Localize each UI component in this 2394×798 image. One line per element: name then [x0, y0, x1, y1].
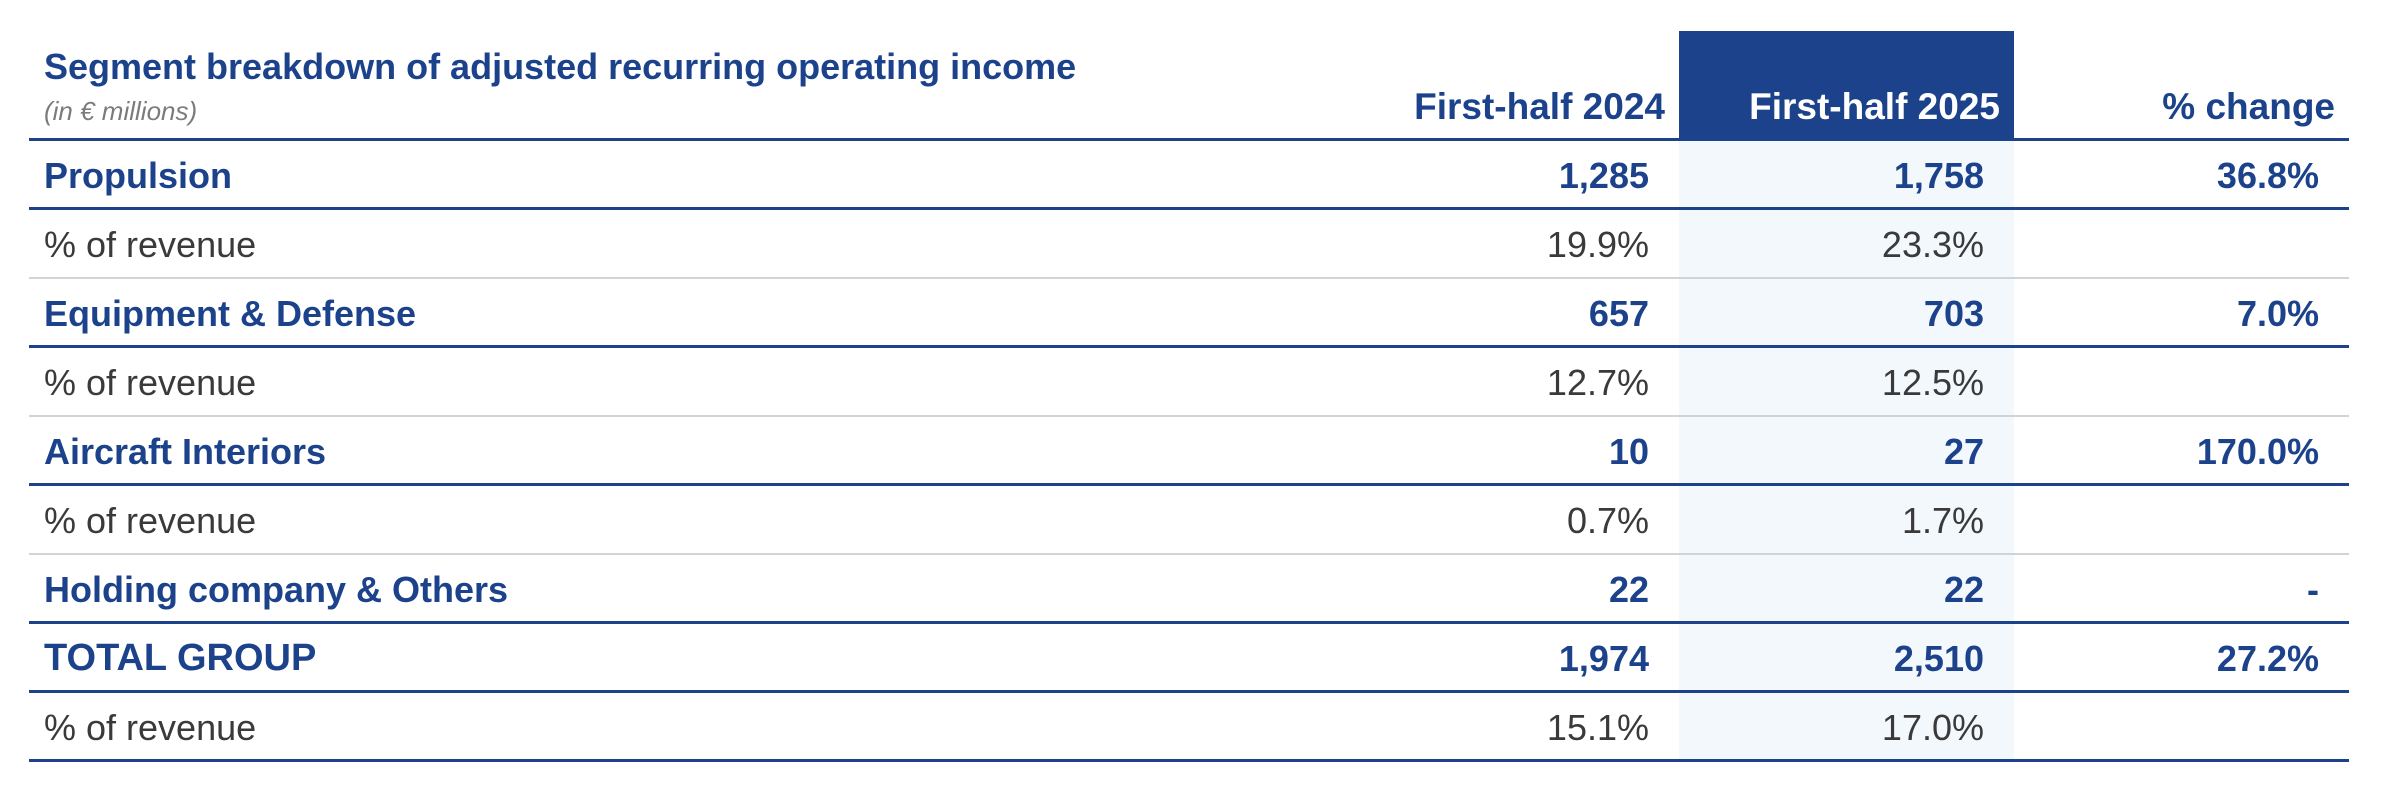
- table-row: Equipment & Defense 657 703 7.0%: [29, 279, 2349, 348]
- row-label: % of revenue: [44, 362, 257, 403]
- cell-first-half-2024: 12.7%: [1546, 362, 1649, 403]
- row-divider: [29, 690, 2349, 693]
- cell-first-half-2024: 10: [1608, 431, 1649, 472]
- cell-first-half-2025: 12.5%: [1881, 362, 1984, 403]
- cell-first-half-2025: 2,510: [1893, 638, 1984, 679]
- cell-percent-change: 36.8%: [2216, 155, 2319, 196]
- cell-percent-change: 170.0%: [2196, 431, 2319, 472]
- table-subtitle: (in € millions): [44, 96, 198, 126]
- cell-percent-change: 7.0%: [2236, 293, 2319, 334]
- row-divider: [29, 277, 2349, 279]
- row-label: Holding company & Others: [44, 569, 509, 610]
- table-row: % of revenue 0.7% 1.7%: [29, 486, 2349, 555]
- row-divider: [29, 553, 2349, 555]
- cell-first-half-2025: 23.3%: [1881, 224, 1984, 265]
- cell-first-half-2025: 1,758: [1893, 155, 1984, 196]
- table-row: Holding company & Others 22 22 -: [29, 555, 2349, 624]
- row-divider: [29, 483, 2349, 486]
- cell-first-half-2025: 22: [1943, 569, 1984, 610]
- table-row: % of revenue 19.9% 23.3%: [29, 210, 2349, 279]
- cell-percent-change: -: [2307, 569, 2319, 610]
- table-row: Propulsion 1,285 1,758 36.8%: [29, 141, 2349, 210]
- table-row: Aircraft Interiors 10 27 170.0%: [29, 417, 2349, 486]
- row-divider: [29, 621, 2349, 624]
- row-label: Equipment & Defense: [44, 293, 417, 334]
- row-divider: [29, 207, 2349, 210]
- cell-first-half-2024: 657: [1588, 293, 1649, 334]
- cell-first-half-2025: 17.0%: [1881, 707, 1984, 748]
- row-label: % of revenue: [44, 224, 257, 265]
- row-label: Propulsion: [44, 155, 232, 196]
- cell-first-half-2025: 1.7%: [1901, 500, 1984, 541]
- table-row: % of revenue 15.1% 17.0%: [29, 693, 2349, 762]
- table-bottom-border: [29, 759, 2349, 762]
- row-divider: [29, 415, 2349, 417]
- cell-first-half-2024: 0.7%: [1566, 500, 1649, 541]
- cell-first-half-2024: 1,974: [1558, 638, 1649, 679]
- row-divider: [29, 345, 2349, 348]
- cell-first-half-2024: 19.9%: [1546, 224, 1649, 265]
- table-row: % of revenue 12.7% 12.5%: [29, 348, 2349, 417]
- table-title: Segment breakdown of adjusted recurring …: [44, 46, 1077, 87]
- cell-first-half-2024: 22: [1608, 569, 1649, 610]
- column-header-percent-change: % change: [2162, 86, 2335, 127]
- row-label: Aircraft Interiors: [44, 431, 327, 472]
- header-divider: [29, 138, 2349, 141]
- row-label: % of revenue: [44, 707, 257, 748]
- row-label: % of revenue: [44, 500, 257, 541]
- cell-first-half-2024: 15.1%: [1546, 707, 1649, 748]
- cell-first-half-2025: 703: [1923, 293, 1984, 334]
- cell-first-half-2025: 27: [1943, 431, 1984, 472]
- column-header-first-half-2025: First-half 2025: [1749, 86, 2000, 127]
- highlight-column-header-background: [1679, 31, 2014, 140]
- table-row-total: TOTAL GROUP 1,974 2,510 27.2%: [29, 624, 2349, 693]
- column-header-first-half-2024: First-half 2024: [1414, 86, 1665, 127]
- row-label: TOTAL GROUP: [44, 637, 317, 679]
- cell-percent-change: 27.2%: [2216, 638, 2319, 679]
- cell-first-half-2024: 1,285: [1558, 155, 1649, 196]
- highlight-column-background: [1679, 31, 2014, 761]
